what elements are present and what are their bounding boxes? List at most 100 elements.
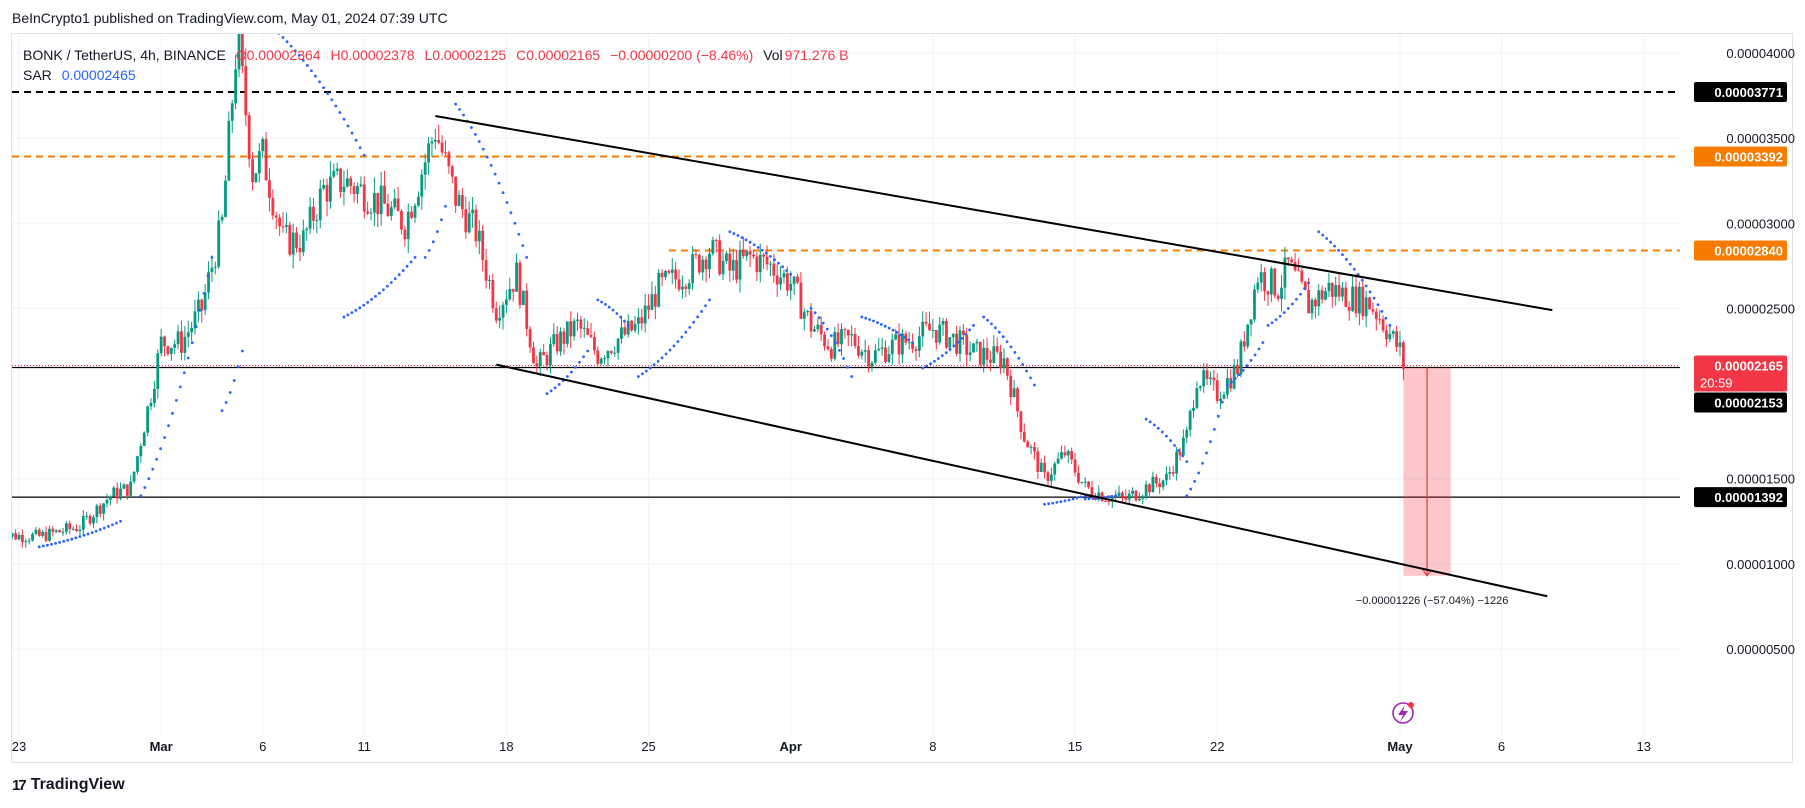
- candle-body: [1290, 259, 1294, 263]
- sar-dot: [389, 281, 393, 284]
- sar-dot: [1237, 373, 1241, 377]
- sar-dot: [1352, 267, 1356, 271]
- legend-volume-label: Vol: [763, 47, 783, 63]
- published-by-text: BeInCrypto1 published on TradingView.com…: [12, 10, 448, 26]
- candle-body: [240, 34, 244, 67]
- candle-body: [752, 254, 755, 257]
- candle-body: [796, 276, 799, 283]
- candle-body: [948, 337, 952, 348]
- candle-body: [389, 207, 393, 217]
- candle-body: [37, 529, 41, 536]
- sar-dot: [305, 64, 309, 67]
- sar-dot: [493, 172, 497, 176]
- sar-dot: [752, 243, 756, 247]
- sar-dot: [1083, 497, 1087, 501]
- candle-body: [887, 354, 891, 363]
- level-label: 0.00003771: [1714, 85, 1783, 100]
- candle-body: [329, 176, 332, 202]
- candle-body: [417, 196, 420, 206]
- candle-body: [1070, 450, 1074, 460]
- candle-body: [1087, 481, 1090, 488]
- sar-dot: [94, 529, 98, 533]
- sar-dot: [968, 328, 972, 332]
- sar-dot: [382, 288, 385, 292]
- sar-dot: [696, 315, 700, 319]
- candle-body: [941, 320, 945, 325]
- sar-dot: [684, 330, 688, 334]
- sar-dot: [458, 107, 461, 111]
- candle-body: [1161, 480, 1165, 488]
- x-axis-tick-label: 15: [1068, 739, 1082, 754]
- sar-dot: [846, 365, 849, 369]
- candle-body: [620, 327, 623, 339]
- candle-body: [1002, 358, 1006, 369]
- sar-dot: [277, 34, 281, 35]
- candle-body: [305, 228, 309, 231]
- sar-dot: [318, 80, 321, 84]
- candle-body: [139, 445, 143, 457]
- sar-dot: [505, 201, 509, 204]
- channel-lower-trendline: [496, 363, 1548, 598]
- sar-dot: [838, 348, 841, 352]
- candle-body: [1117, 492, 1121, 496]
- sar-dot: [167, 424, 170, 428]
- sar-dot: [960, 336, 964, 340]
- candle-body: [542, 352, 546, 356]
- sar-dot: [1360, 278, 1364, 282]
- candle-body: [298, 248, 302, 253]
- candle-body: [34, 529, 38, 534]
- legend-symbol[interactable]: BONK / TetherUS, 4h, BINANCE: [23, 47, 226, 63]
- x-axis-tick-label: 25: [641, 739, 655, 754]
- candle-body: [1239, 341, 1243, 375]
- sar-dot: [342, 315, 346, 319]
- sar-dot: [115, 521, 118, 525]
- candle-body: [1212, 377, 1216, 381]
- candle-body: [782, 273, 786, 278]
- candle-body: [1110, 496, 1114, 502]
- sar-dot: [1025, 369, 1029, 373]
- candle-body: [1080, 481, 1084, 483]
- sar-dot: [933, 359, 936, 363]
- sar-dot: [1165, 434, 1168, 438]
- legend-row-sar: SAR 0.00002465: [23, 65, 855, 85]
- candle-body: [1066, 450, 1070, 456]
- candle-body: [271, 197, 275, 216]
- candle-body: [1151, 476, 1155, 493]
- sar-dot: [952, 344, 956, 348]
- candle-body: [1181, 437, 1185, 456]
- sar-dot: [1001, 335, 1005, 339]
- candle-body: [867, 350, 870, 367]
- sar-dot: [261, 18, 264, 21]
- candle-body: [1083, 481, 1087, 483]
- sar-dot: [549, 389, 553, 393]
- candle-body: [1341, 287, 1344, 297]
- sar-dot: [151, 467, 155, 471]
- sar-dot: [993, 326, 997, 330]
- candle-body: [511, 288, 515, 292]
- candle-body: [1049, 474, 1053, 481]
- candle-body: [538, 352, 542, 367]
- chart-panel[interactable]: [11, 33, 1793, 763]
- tradingview-logo[interactable]: 17 TradingView: [12, 776, 125, 794]
- candle-body: [532, 347, 535, 364]
- candle-body: [1175, 451, 1179, 474]
- legend-sar-label[interactable]: SAR: [23, 67, 52, 83]
- candle-body: [758, 254, 762, 273]
- candle-body: [142, 432, 146, 446]
- sar-dot: [289, 44, 293, 48]
- sar-dot: [964, 332, 968, 336]
- candle-body: [938, 324, 942, 343]
- candle-body: [694, 254, 698, 256]
- candle-body: [325, 185, 329, 202]
- candle-body: [386, 203, 390, 217]
- candle-body: [741, 249, 745, 257]
- level-label: 0.00001392: [1714, 490, 1783, 505]
- sar-dot: [1325, 237, 1329, 240]
- sar-dot: [186, 356, 190, 360]
- candle-body: [728, 253, 732, 271]
- candle-body: [586, 328, 590, 335]
- sar-dot: [346, 313, 350, 317]
- candle-body: [315, 220, 319, 222]
- sar-dot: [578, 360, 581, 364]
